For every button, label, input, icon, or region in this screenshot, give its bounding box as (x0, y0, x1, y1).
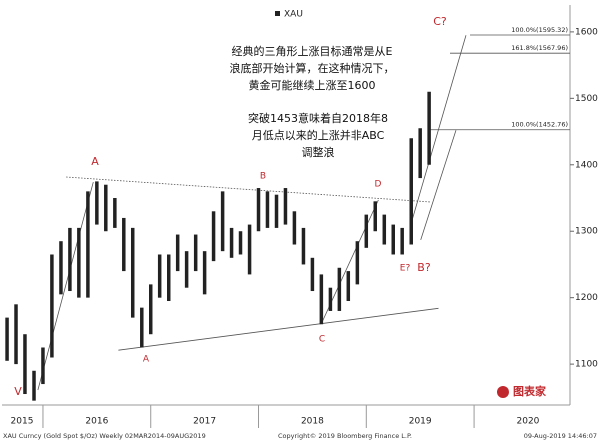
y-tick-label: 1600 (575, 27, 598, 37)
note-line: 调整浪 (302, 145, 335, 159)
wave-label: A (91, 155, 99, 168)
logo-icon (497, 386, 509, 398)
note-line: 经典的三角形上涨目标通常是从E (232, 44, 393, 58)
wave-label: A (143, 355, 150, 365)
note-line: 月低点以来的上涨并非ABC (252, 128, 385, 142)
y-tick-label: 1400 (575, 160, 598, 170)
wave-label: B? (417, 261, 431, 274)
trendline (410, 35, 467, 226)
trendline (66, 176, 431, 203)
wave-label: C? (433, 15, 447, 28)
wave-label: B (260, 172, 266, 182)
x-tick-label: 2016 (85, 417, 108, 427)
wave-label: C (319, 335, 325, 345)
note-line: 浪底部开始计算，在这种情况下， (230, 61, 395, 75)
logo-box (490, 384, 568, 402)
trendline (118, 307, 439, 351)
x-tick-label: 2015 (11, 417, 34, 427)
y-tick-label: 1200 (575, 293, 598, 303)
x-tick-label: 2019 (409, 417, 432, 427)
notes: 经典的三角形上涨目标通常是从E 浪底部开始计算，在这种情况下， 黄金可能继续上涨… (230, 44, 395, 159)
wave-label: D (375, 180, 382, 190)
logo: 图表家 (513, 384, 547, 398)
legend-swatch (275, 11, 280, 16)
x-tick-label: 2018 (301, 417, 324, 427)
y-tick-label: 1500 (575, 94, 598, 104)
wave-label: V (14, 385, 22, 398)
footer-right: 09-Aug-2019 14:46:07 (524, 432, 597, 440)
fib-label: 100.0%(1452.76) (511, 121, 568, 129)
x-tick-label: 2017 (193, 417, 216, 427)
wave-label: E? (400, 264, 411, 274)
footer-left: XAU Curncy (Gold Spot $/Oz) Weekly 02MAR… (3, 432, 206, 440)
y-tick-label: 1100 (575, 360, 598, 370)
trendline (37, 181, 94, 391)
fib-label: 100.0%(1595.32) (511, 26, 568, 34)
y-tick-label: 1300 (575, 227, 598, 237)
fib-label: 161.8%(1567.96) (511, 44, 568, 52)
footer-center: Copyright© 2019 Bloomberg Finance L.P. (278, 432, 412, 440)
x-tick-label: 2020 (517, 417, 540, 427)
note-line: 黄金可能继续上涨至1600 (249, 78, 376, 92)
trendline (420, 130, 457, 240)
note-line: 突破1453意味着自2018年8 (248, 111, 388, 125)
legend-label: XAU (284, 10, 303, 20)
